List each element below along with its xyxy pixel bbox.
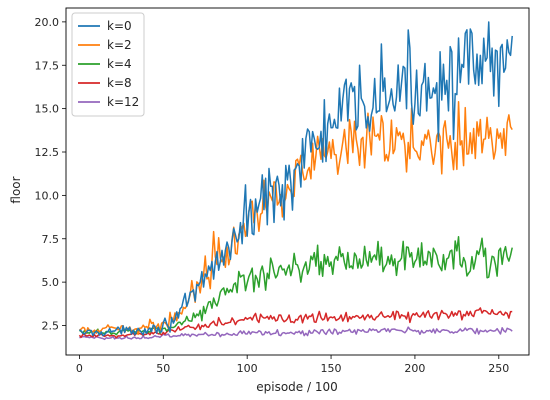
legend-label: k=8 xyxy=(107,76,132,90)
x-tick-label: 250 xyxy=(488,362,509,375)
x-tick-label: 200 xyxy=(404,362,425,375)
series-line-k8 xyxy=(78,307,513,339)
series-line-k0 xyxy=(79,21,513,337)
legend-label: k=4 xyxy=(107,57,132,71)
y-tick-label: 2.5 xyxy=(42,320,60,333)
legend-label: k=2 xyxy=(107,38,132,52)
series-line-k12 xyxy=(79,326,513,341)
y-tick-label: 7.5 xyxy=(42,233,60,246)
series-line-k2 xyxy=(79,101,513,336)
y-axis-label: floor xyxy=(9,176,23,203)
y-tick-label: 15.0 xyxy=(35,103,60,116)
series-layer xyxy=(78,21,513,341)
legend: k=0 k=2 k=4 k=8 k=12 xyxy=(71,12,145,117)
x-axis-label: episode / 100 xyxy=(256,380,338,394)
x-tick-label: 100 xyxy=(237,362,258,375)
legend-box xyxy=(71,12,145,117)
legend-label: k=12 xyxy=(107,95,139,109)
axes-layer: 0 50 100 150 200 250 2.5 5.0 7.5 10.0 12.5 15.0 17.5… xyxy=(35,16,510,375)
y-tick-label: 5.0 xyxy=(42,276,60,289)
y-tick-label: 10.0 xyxy=(35,189,60,202)
y-tick-label: 20.0 xyxy=(35,16,60,29)
x-tick-label: 150 xyxy=(321,362,342,375)
x-tick-label: 0 xyxy=(76,362,83,375)
y-tick-label: 17.5 xyxy=(35,59,60,72)
legend-label: k=0 xyxy=(107,19,132,33)
y-tick-label: 12.5 xyxy=(35,146,60,159)
x-tick-label: 50 xyxy=(156,362,170,375)
